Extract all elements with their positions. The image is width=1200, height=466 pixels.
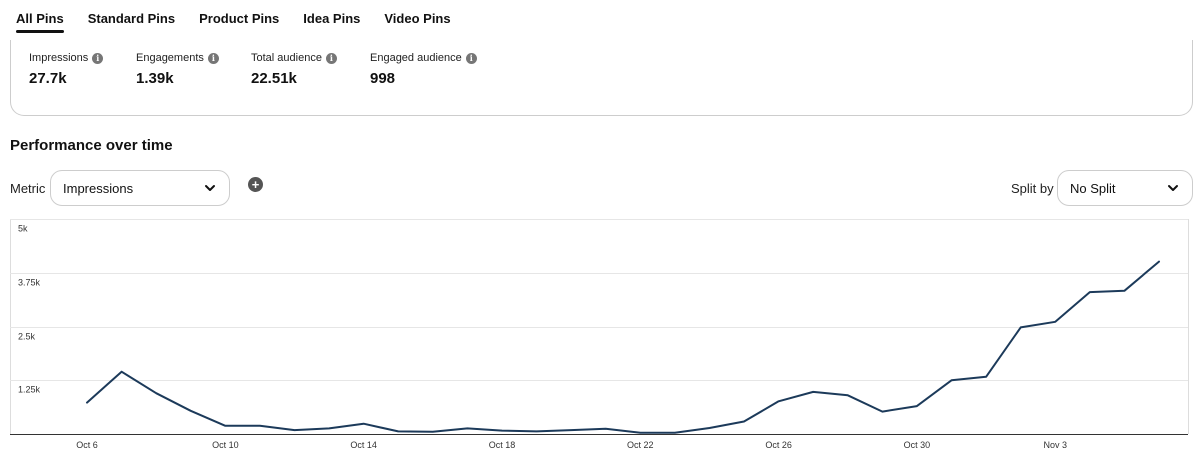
x-tick-label: Nov 3 bbox=[1044, 440, 1068, 450]
data-point bbox=[811, 390, 815, 394]
plus-circle-icon[interactable]: + bbox=[248, 177, 263, 192]
data-point bbox=[535, 429, 539, 433]
data-point bbox=[777, 399, 781, 403]
data-point bbox=[1053, 320, 1057, 324]
data-point bbox=[708, 426, 712, 430]
data-point bbox=[569, 428, 573, 432]
stat-engagements: Engagements i 1.39k bbox=[136, 52, 219, 87]
stat-value: 22.51k bbox=[251, 70, 297, 87]
series-line-impressions bbox=[86, 260, 1160, 434]
tab-product-pins[interactable]: Product Pins bbox=[199, 11, 280, 26]
metric-select[interactable]: Impressions bbox=[50, 170, 230, 206]
data-point bbox=[1088, 290, 1092, 294]
metric-select-value: Impressions bbox=[63, 180, 134, 196]
info-icon[interactable]: i bbox=[92, 52, 104, 64]
tab-idea-pins[interactable]: Idea Pins bbox=[303, 11, 361, 26]
data-point bbox=[362, 422, 366, 426]
stat-value: 27.7k bbox=[29, 70, 67, 87]
data-point bbox=[85, 401, 89, 405]
x-tick-label: Oct 10 bbox=[212, 440, 239, 450]
tab-all-pins[interactable]: All Pins bbox=[16, 0, 64, 34]
stat-engaged-audience: Engaged audience i 998 bbox=[370, 52, 477, 87]
x-tick-label: Oct 22 bbox=[627, 440, 654, 450]
data-point bbox=[880, 410, 884, 414]
tab-video-pins[interactable]: Video Pins bbox=[384, 11, 451, 26]
data-point bbox=[673, 431, 677, 435]
stat-total-audience: Total audience i 22.51k bbox=[251, 52, 337, 87]
x-tick-label: Oct 26 bbox=[765, 440, 792, 450]
line-chart: 1.25k 2.5k 3.75k 5k Oct 6 Oct 10 Oct 14 Oct 18 O… bbox=[10, 219, 1189, 450]
x-tick-label: Oct 18 bbox=[489, 440, 516, 450]
stat-value: 1.39k bbox=[136, 70, 174, 87]
data-point bbox=[189, 409, 193, 413]
performance-chart: 1.25k 2.5k 3.75k 5k Oct 6 Oct 10 Oct 14 Oct 18 O… bbox=[10, 218, 1190, 454]
stat-value: 998 bbox=[370, 70, 396, 87]
info-icon[interactable]: i bbox=[465, 52, 477, 64]
data-point bbox=[846, 393, 850, 397]
stat-impressions: Impressions i 27.7k bbox=[29, 52, 104, 87]
info-icon[interactable]: i bbox=[207, 52, 219, 64]
data-point bbox=[431, 430, 435, 434]
chevron-down-icon bbox=[1166, 181, 1180, 195]
tab-standard-pins[interactable]: Standard Pins bbox=[87, 11, 176, 26]
summary-card: Impressions i 27.7k Engagements i 1.39k … bbox=[10, 40, 1193, 116]
data-point bbox=[154, 391, 158, 395]
info-icon[interactable]: i bbox=[325, 52, 337, 64]
split-label: Split by bbox=[1011, 181, 1054, 196]
stat-label: Total audience bbox=[251, 52, 322, 64]
metric-label: Metric bbox=[10, 181, 46, 196]
stat-label: Engagements bbox=[136, 52, 204, 64]
data-point bbox=[396, 429, 400, 433]
data-point bbox=[604, 427, 608, 431]
x-tick-label: Oct 14 bbox=[350, 440, 377, 450]
y-tick-label: 2.5k bbox=[18, 332, 36, 342]
y-tick-label: 1.25k bbox=[18, 385, 41, 395]
split-select-value: No Split bbox=[1070, 180, 1116, 196]
x-tick-label: Oct 30 bbox=[904, 440, 931, 450]
data-point bbox=[327, 426, 331, 430]
x-tick-label: Oct 6 bbox=[76, 440, 98, 450]
data-point bbox=[293, 428, 297, 432]
chevron-down-icon bbox=[203, 181, 217, 195]
y-tick-label: 5k bbox=[18, 224, 28, 234]
data-point bbox=[915, 404, 919, 408]
data-point bbox=[950, 378, 954, 382]
data-point bbox=[742, 420, 746, 424]
data-point bbox=[223, 424, 227, 428]
split-select[interactable]: No Split bbox=[1057, 170, 1193, 206]
pin-type-tabs: All Pins Standard Pins Product Pins Idea… bbox=[16, 0, 475, 34]
stat-label: Impressions bbox=[29, 52, 89, 64]
data-point bbox=[500, 429, 504, 433]
data-point bbox=[1122, 289, 1126, 293]
data-point bbox=[258, 424, 262, 428]
data-point bbox=[984, 375, 988, 379]
data-point bbox=[1157, 260, 1161, 264]
y-tick-label: 3.75k bbox=[18, 278, 41, 288]
data-point bbox=[120, 370, 124, 374]
data-point bbox=[1019, 325, 1023, 329]
stat-label: Engaged audience bbox=[370, 52, 462, 64]
data-point bbox=[465, 426, 469, 430]
section-title: Performance over time bbox=[10, 137, 173, 154]
data-point bbox=[638, 431, 642, 435]
